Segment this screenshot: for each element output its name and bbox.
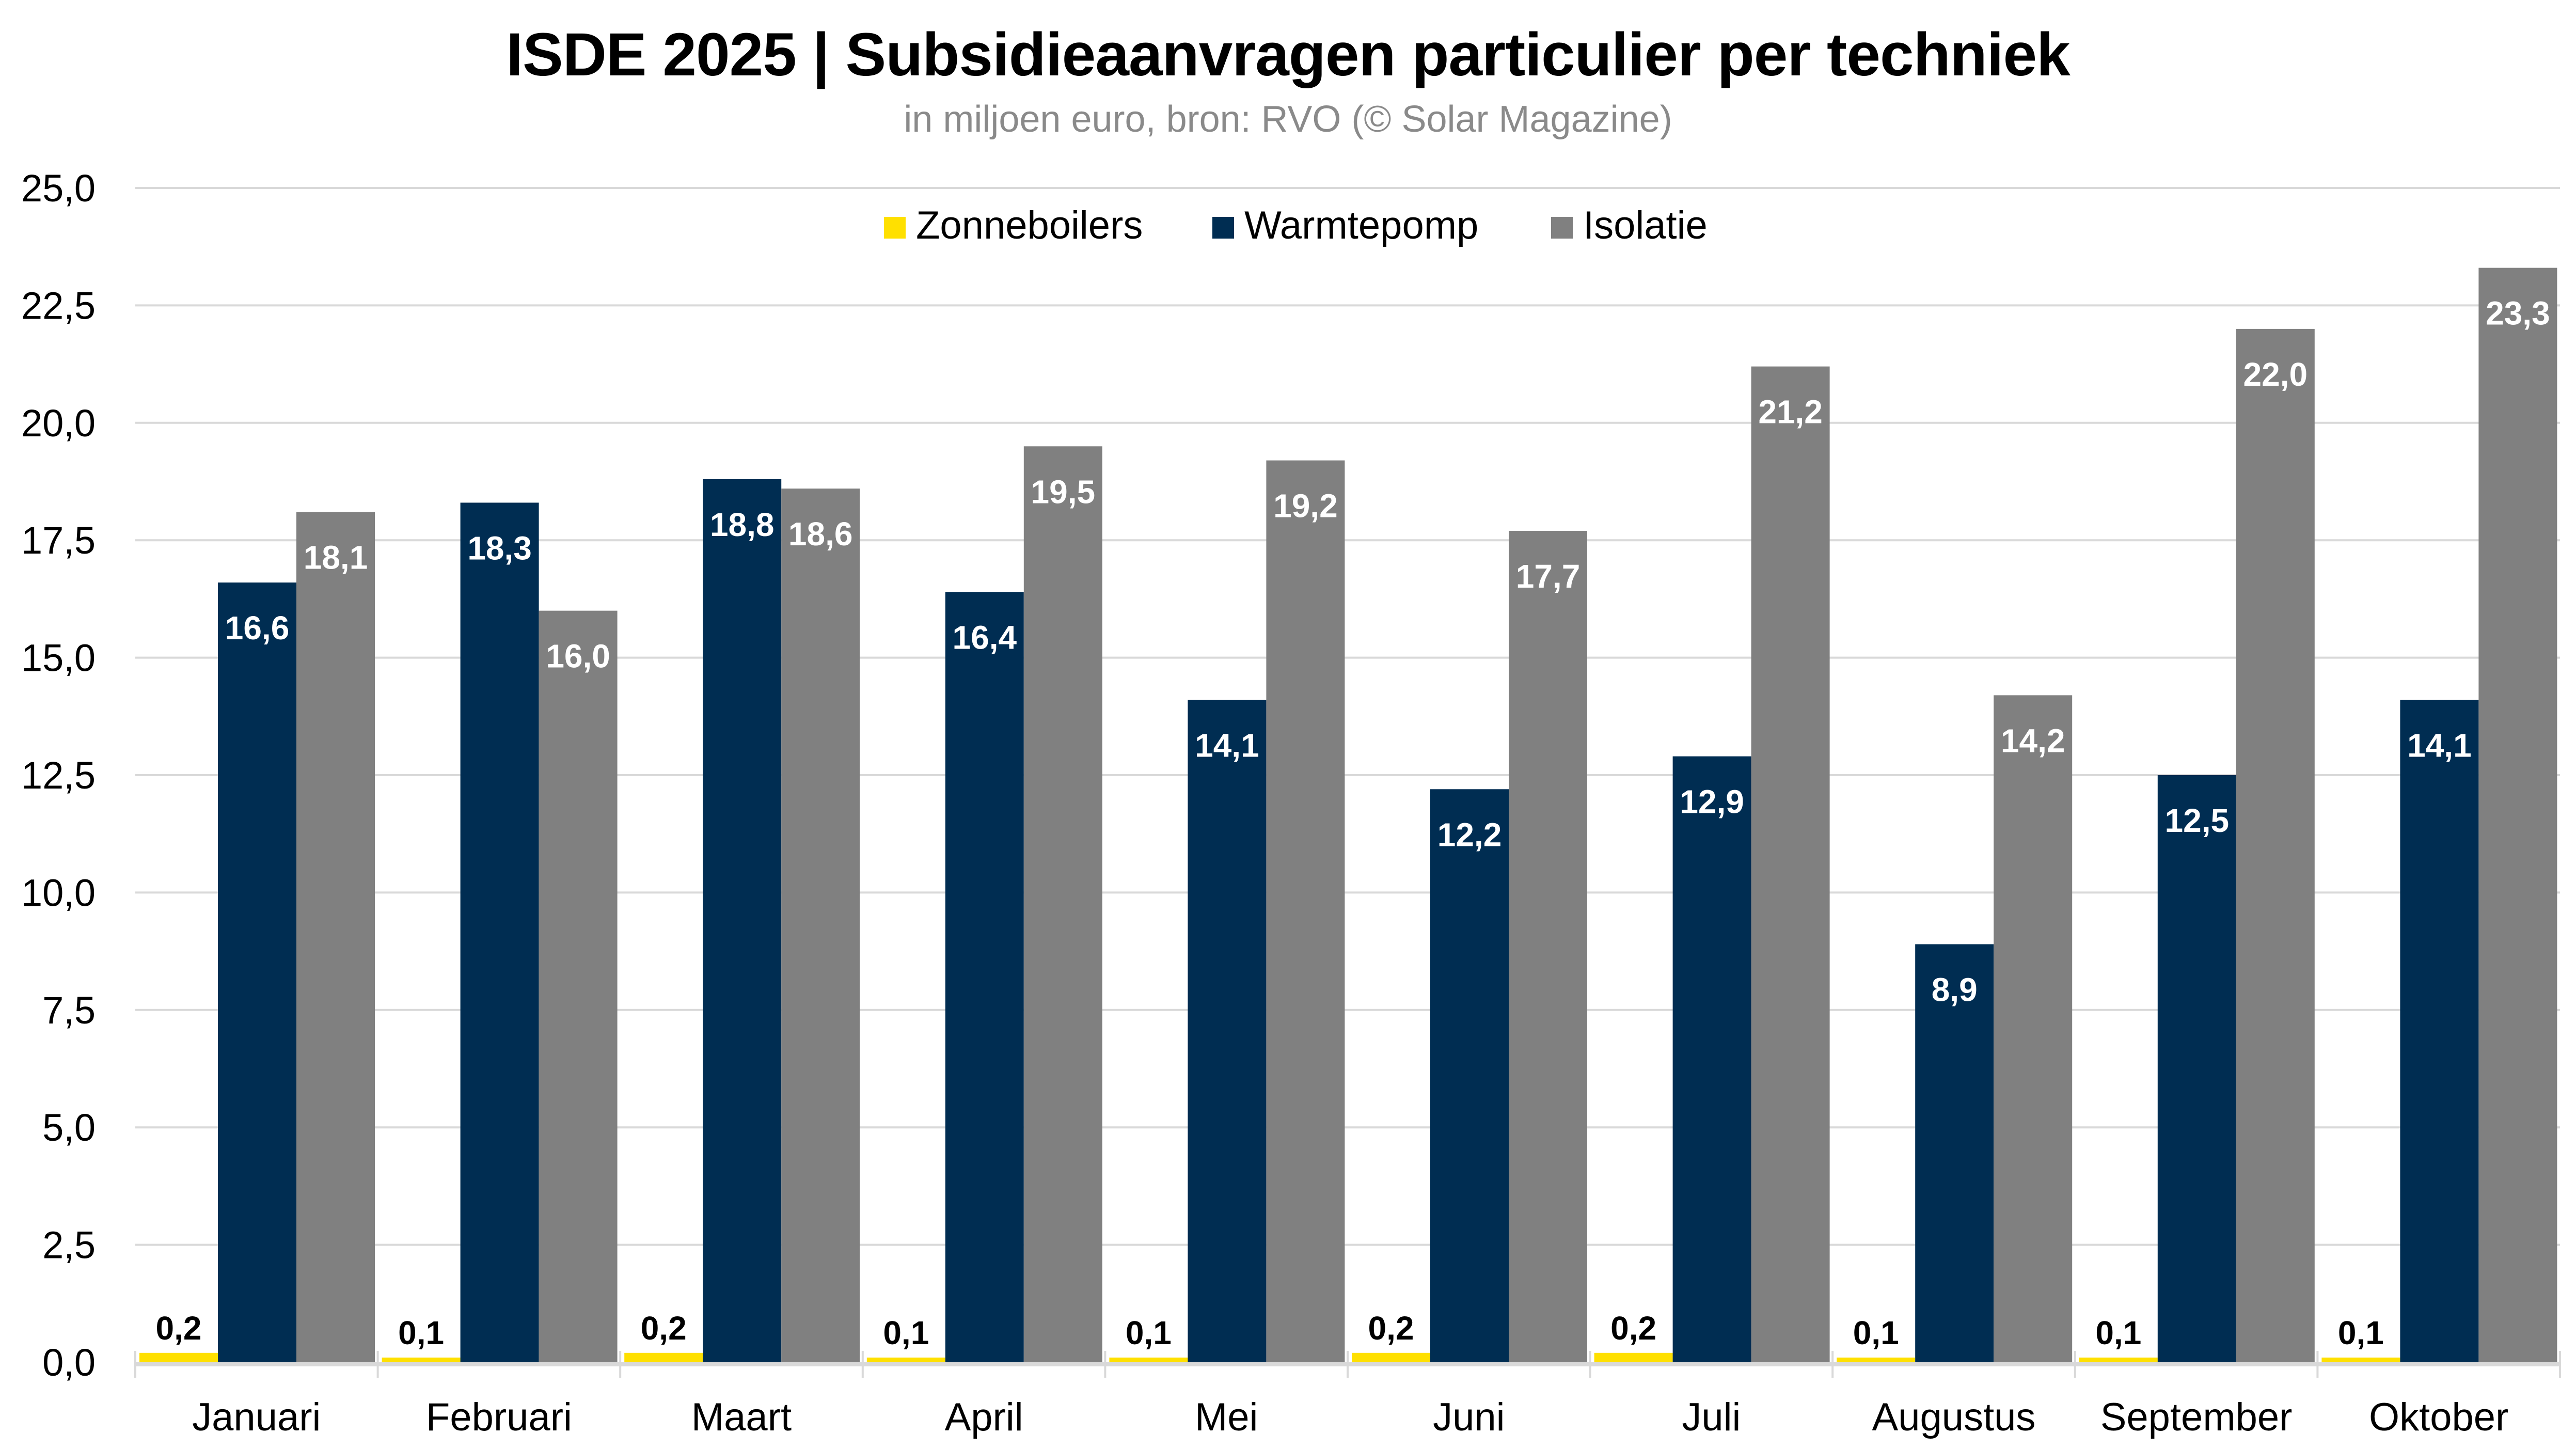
bar-isolatie-oktober <box>2478 267 2557 1362</box>
data-label: 18,6 <box>788 515 853 553</box>
y-tick-label: 2,5 <box>42 1224 96 1267</box>
bar-zonneboilers-mei <box>1109 1357 1188 1362</box>
legend-label: Isolatie <box>1583 203 1708 247</box>
bar-warmtepomp-maart <box>703 479 782 1362</box>
legend-item-zonneboilers: Zonneboilers <box>884 203 1143 247</box>
bar-zonneboilers-september <box>2079 1357 2158 1362</box>
data-label: 0,1 <box>398 1314 444 1351</box>
data-label: 0,2 <box>1368 1310 1414 1347</box>
y-tick-label: 12,5 <box>21 754 96 797</box>
y-tick-label: 22,5 <box>21 284 96 327</box>
data-label: 16,0 <box>546 638 610 675</box>
legend: Zonneboilers Warmtepomp Isolatie <box>884 203 1708 247</box>
data-label: 0,1 <box>883 1314 929 1351</box>
y-tick-label: 0,0 <box>42 1341 96 1384</box>
data-label: 16,4 <box>953 619 1017 656</box>
legend-swatch <box>1551 217 1573 239</box>
data-label: 18,8 <box>710 506 775 543</box>
bar-isolatie-juli <box>1751 366 1830 1363</box>
bar-isolatie-januari <box>296 512 375 1362</box>
data-label: 12,2 <box>1437 816 1502 853</box>
legend-swatch <box>1212 217 1234 239</box>
data-label: 0,1 <box>1853 1314 1899 1351</box>
data-label: 23,3 <box>2486 295 2550 332</box>
bar-warmtepomp-mei <box>1188 700 1267 1362</box>
data-label: 19,2 <box>1273 487 1338 525</box>
x-axis <box>134 1351 2561 1378</box>
bar-zonneboilers-april <box>866 1357 945 1362</box>
bar-warmtepomp-april <box>945 592 1024 1362</box>
y-tick-label: 25,0 <box>21 167 96 210</box>
bar-isolatie-september <box>2236 328 2315 1362</box>
data-label: 0,1 <box>2338 1314 2384 1351</box>
x-axis-category-labels: Januari Februari Maart April Mei Juni Juli Augu… <box>192 1395 2508 1439</box>
legend-label: Zonneboilers <box>916 203 1143 247</box>
bar-zonneboilers-februari <box>382 1357 461 1362</box>
x-category-label: Augustus <box>1872 1395 2036 1439</box>
bar-zonneboilers-juli <box>1594 1352 1673 1362</box>
x-category-label: Mei <box>1195 1395 1258 1439</box>
x-category-label: Maart <box>691 1395 792 1439</box>
bar-warmtepomp-juli <box>1672 756 1751 1362</box>
data-label: 21,2 <box>1758 393 1823 431</box>
data-label: 8,9 <box>1932 971 1978 1008</box>
y-tick-label: 10,0 <box>21 871 96 914</box>
data-label: 0,2 <box>1610 1310 1656 1347</box>
x-category-label: Juni <box>1433 1395 1505 1439</box>
bar-warmtepomp-juni <box>1430 789 1509 1362</box>
data-label: 0,2 <box>641 1310 687 1347</box>
chart-title: ISDE 2025 | Subsidieaanvragen particulie… <box>506 21 2071 89</box>
data-label: 14,1 <box>2407 727 2472 764</box>
bar-isolatie-augustus <box>1994 695 2073 1362</box>
data-label: 22,0 <box>2243 356 2308 393</box>
y-axis-tick-labels: 0,0 2,5 5,0 7,5 10,0 12,5 15,0 17,5 20,0 22,5 25,0 <box>21 167 96 1384</box>
bar-warmtepomp-februari <box>460 502 539 1362</box>
x-category-label: April <box>945 1395 1023 1439</box>
data-label: 12,5 <box>2165 802 2230 839</box>
bar-zonneboilers-oktober <box>2321 1357 2400 1362</box>
data-label: 14,2 <box>2001 722 2065 759</box>
chart-subtitle: in miljoen euro, bron: RVO (© Solar Maga… <box>904 99 1672 140</box>
bar-warmtepomp-januari <box>218 582 296 1362</box>
data-label: 0,1 <box>2095 1314 2141 1351</box>
bars <box>139 267 2557 1363</box>
bar-isolatie-maart <box>781 489 860 1362</box>
bar-warmtepomp-augustus <box>1915 944 1994 1362</box>
x-category-label: Februari <box>426 1395 572 1439</box>
data-label: 0,1 <box>1126 1314 1172 1351</box>
legend-item-warmtepomp: Warmtepomp <box>1212 203 1478 247</box>
bar-zonneboilers-juni <box>1352 1352 1430 1362</box>
y-tick-label: 7,5 <box>42 989 96 1032</box>
bar-isolatie-februari <box>539 610 618 1362</box>
x-category-label: Juli <box>1682 1395 1741 1439</box>
bar-isolatie-april <box>1023 446 1102 1362</box>
bar-zonneboilers-augustus <box>1837 1357 1916 1362</box>
y-tick-label: 5,0 <box>42 1106 96 1149</box>
bar-warmtepomp-oktober <box>2400 700 2479 1362</box>
y-tick-label: 20,0 <box>21 402 96 445</box>
legend-item-isolatie: Isolatie <box>1551 203 1708 247</box>
bar-isolatie-juni <box>1509 531 1587 1362</box>
data-label: 14,1 <box>1195 727 1259 764</box>
bar-zonneboilers-januari <box>139 1352 218 1362</box>
y-tick-label: 15,0 <box>21 637 96 680</box>
legend-swatch <box>884 217 906 239</box>
data-label: 0,2 <box>156 1310 202 1347</box>
legend-label: Warmtepomp <box>1244 203 1478 247</box>
x-category-label: Januari <box>192 1395 321 1439</box>
y-tick-label: 17,5 <box>21 519 96 562</box>
bar-warmtepomp-september <box>2157 775 2236 1362</box>
x-category-label: Oktober <box>2369 1395 2508 1439</box>
data-labels: 0,2 16,6 18,1 0,1 18,3 16,0 0,2 18,8 18,6 0,1 16,4… <box>156 295 2550 1351</box>
data-label: 18,1 <box>304 539 368 576</box>
data-label: 18,3 <box>467 529 532 566</box>
data-label: 17,7 <box>1516 558 1581 595</box>
data-label: 19,5 <box>1031 473 1096 510</box>
bar-zonneboilers-maart <box>624 1352 703 1362</box>
data-label: 12,9 <box>1680 783 1744 821</box>
x-category-label: September <box>2100 1395 2293 1439</box>
data-label: 16,6 <box>225 609 290 647</box>
bar-isolatie-mei <box>1266 460 1345 1362</box>
